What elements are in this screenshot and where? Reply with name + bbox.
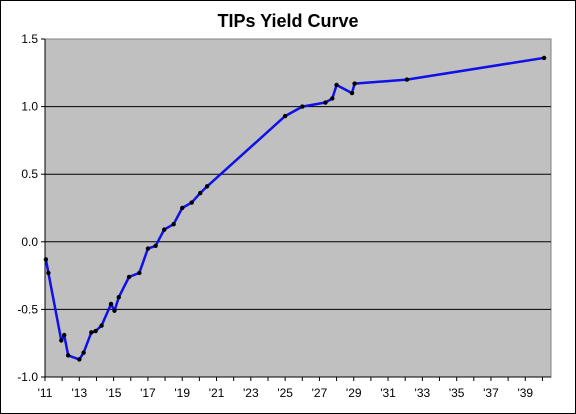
data-point	[62, 332, 67, 338]
data-point	[352, 81, 357, 86]
x-tick-label: '15	[106, 386, 122, 400]
x-tick-label: '11	[38, 386, 53, 400]
x-tick-label: '25	[277, 386, 293, 400]
y-tick-label: 1.5	[21, 32, 38, 46]
data-point	[323, 100, 328, 105]
data-point	[171, 222, 176, 227]
data-point	[404, 77, 410, 82]
x-tick-label: '33	[415, 386, 431, 400]
y-tick-label: 0.0	[21, 235, 38, 249]
data-point	[77, 357, 82, 362]
data-point	[180, 205, 185, 211]
y-tick-label: -1.0	[17, 370, 38, 384]
data-point	[189, 200, 194, 205]
x-tick-label: '31	[380, 386, 396, 400]
x-tick-label: '37	[483, 386, 499, 400]
data-point	[99, 323, 104, 328]
data-point	[81, 350, 86, 355]
x-tick-label: '13	[71, 386, 87, 400]
data-point	[204, 184, 210, 189]
data-point	[126, 274, 132, 280]
data-point	[349, 90, 355, 96]
data-point	[89, 330, 94, 335]
x-tick-label: '19	[174, 386, 190, 400]
x-tick-label: '17	[140, 386, 156, 400]
data-point	[112, 308, 117, 313]
chart-title: TIPs Yield Curve	[217, 11, 358, 31]
data-point	[59, 338, 64, 343]
data-point	[334, 82, 339, 88]
data-point	[541, 55, 547, 61]
y-tick-label: 1.0	[21, 100, 38, 114]
series-group	[43, 55, 547, 362]
plot-area	[44, 38, 552, 378]
y-tick-label: -0.5	[17, 302, 38, 316]
gridlines	[45, 106, 551, 310]
data-point	[198, 190, 203, 196]
x-tick-label: '21	[209, 386, 225, 400]
x-tick-label: '27	[312, 386, 328, 400]
data-point	[300, 104, 305, 109]
data-point	[43, 257, 49, 262]
data-point	[282, 113, 288, 119]
x-axis: '11 '13 '15 '17 '19 '21 '23 '25 '27 '29 '31 '33 '35 '…	[38, 376, 551, 400]
data-point	[116, 295, 121, 300]
y-axis: 1.5 1.0 0.5 0.0 -0.5 -1.0	[17, 32, 46, 384]
data-point	[145, 246, 151, 251]
data-point	[162, 227, 167, 232]
data-point	[137, 270, 142, 276]
x-tick-label: '35	[449, 386, 465, 400]
y-tick-label: 0.5	[21, 167, 38, 181]
data-point	[108, 301, 114, 307]
x-tick-label: '23	[243, 386, 259, 400]
data-point	[153, 243, 158, 249]
data-point	[46, 270, 51, 276]
data-point	[93, 328, 98, 334]
x-tick-label: '29	[346, 386, 362, 400]
data-point	[65, 353, 71, 358]
x-tick-label: '39	[517, 386, 533, 400]
data-point	[330, 96, 335, 101]
